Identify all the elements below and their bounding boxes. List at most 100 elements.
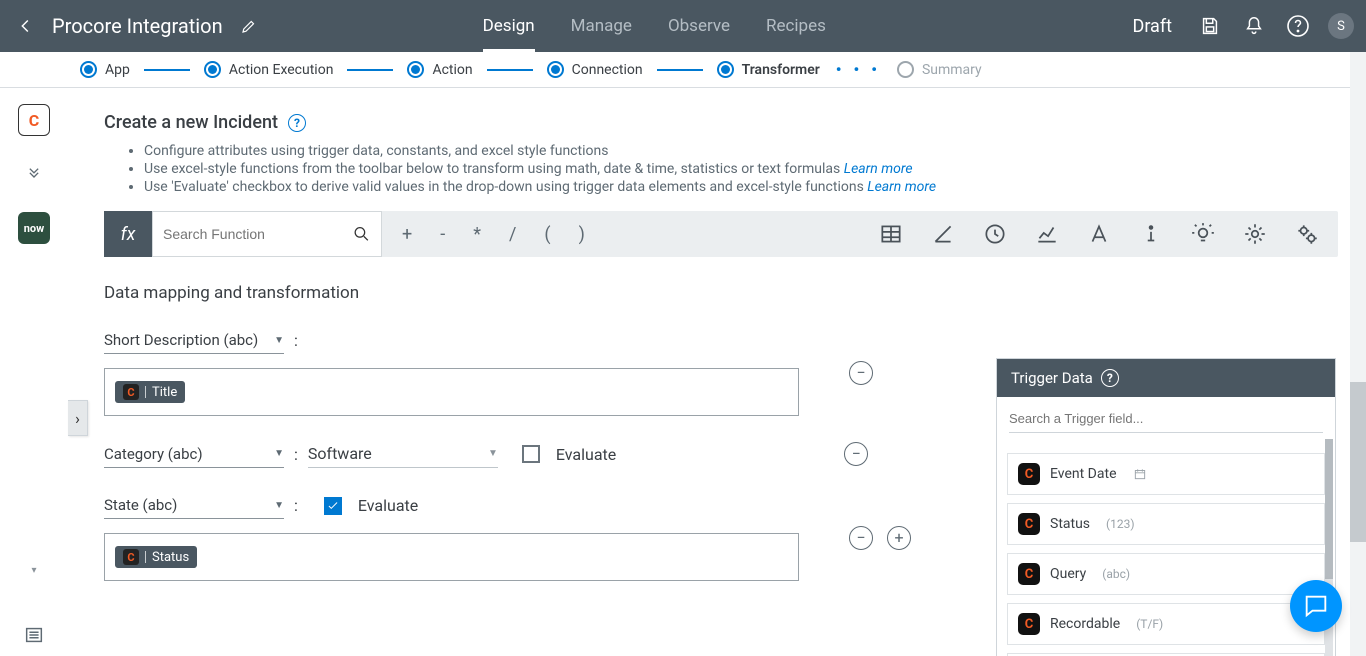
fx-search-input[interactable] [163,226,344,242]
gears-tool-icon[interactable] [1294,221,1320,247]
fx-icon[interactable]: fx [104,211,152,257]
value-select-category[interactable]: Software ▼ [308,440,498,468]
trigger-app-icon: C [1018,613,1040,635]
rail-app-procore-label: C [29,111,39,130]
trigger-scrollbar-thumb[interactable] [1325,439,1333,579]
evaluate-checkbox[interactable] [522,445,540,463]
bullet-text: Use 'Evaluate' checkbox to derive valid … [144,179,864,195]
table-tool-icon[interactable] [878,221,904,247]
wizard-step-action[interactable]: Action [407,61,472,78]
wizard-connector [347,69,393,71]
trigger-item-label: Query [1050,566,1086,582]
step-dot-icon [204,61,221,78]
rail-expand-icon[interactable] [24,162,44,186]
field-label-short-description-text: Short Description (abc) [104,331,258,349]
content: Create a new Incident ? Configure attrib… [68,88,1366,656]
rail-app-procore-icon[interactable]: C [18,104,50,136]
learn-more-link[interactable]: Learn more [844,161,913,177]
collapse-rail-toggle[interactable]: › [68,400,88,436]
clock-tool-icon[interactable] [982,221,1008,247]
trigger-item-status[interactable]: C Status (123) [1007,503,1325,545]
trigger-help-icon[interactable]: ? [1101,369,1119,387]
bullet-item: Use 'Evaluate' checkbox to derive valid … [144,179,1338,195]
edit-title-icon[interactable] [235,12,263,40]
remove-row-button[interactable]: − [844,442,868,466]
op-plus[interactable]: + [402,224,412,245]
wizard-step-connection[interactable]: Connection [547,61,643,78]
pill-status-label: Status [152,550,189,565]
remove-row-button[interactable]: − [849,361,873,385]
pill-title-label: Title [152,385,177,400]
pill-app-icon: C [123,549,139,565]
rail-collapse-down-icon[interactable]: ▾ [31,565,36,576]
mapping-row-3: State (abc) ▼ : Evaluate [104,492,799,519]
avatar[interactable]: S [1328,13,1354,39]
tab-design[interactable]: Design [483,0,535,52]
wizard-step-transformer[interactable]: Transformer [717,61,820,78]
search-icon[interactable] [352,224,371,244]
info-tool-icon[interactable] [1138,221,1164,247]
help-icon[interactable] [1284,12,1312,40]
page-title: Procore Integration [52,14,223,38]
trigger-data-panel: Trigger Data ? C Event Date C Status (12… [996,358,1336,656]
save-icon[interactable] [1196,12,1224,40]
mapping-input-1[interactable]: CTitle [104,368,799,416]
linechart-tool-icon[interactable] [1034,221,1060,247]
op-rparen[interactable]: ) [579,224,585,245]
gear-sync-tool-icon[interactable] [1242,221,1268,247]
heading-help-icon[interactable]: ? [288,114,306,132]
nav-tabs: Design Manage Observe Recipes [483,0,826,52]
fx-search [152,211,382,257]
op-lparen[interactable]: ( [544,224,550,245]
evaluate-label: Evaluate [556,445,616,464]
add-row-button[interactable]: + [887,526,911,550]
trigger-item-recordable[interactable]: C Recordable (T/F) [1007,603,1325,645]
tab-manage[interactable]: Manage [571,0,632,52]
field-label-state[interactable]: State (abc) ▼ [104,492,284,519]
step-dot-icon [407,61,424,78]
field-label-short-description[interactable]: Short Description (abc) ▼ [104,327,284,354]
wizard-step-action-execution[interactable]: Action Execution [204,61,334,78]
step-dot-icon [80,61,97,78]
op-minus[interactable]: - [440,224,445,245]
wizard-step-app-label: App [105,62,130,78]
calendar-icon [1133,467,1147,481]
trigger-app-icon: C [1018,563,1040,585]
evaluate-checkbox[interactable] [324,497,342,515]
lightbulb-tool-icon[interactable] [1190,221,1216,247]
field-label-category[interactable]: Category (abc) ▼ [104,441,284,468]
chevron-down-icon: ▼ [274,500,284,511]
bell-icon[interactable] [1240,12,1268,40]
wizard-step-app[interactable]: App [80,61,130,78]
wizard-steps: App Action Execution Action Connection T… [0,52,1366,88]
topbar-left: Procore Integration [12,12,263,40]
rail-list-icon[interactable] [0,624,68,646]
remove-row-button[interactable]: − [849,526,873,550]
page-scrollbar-thumb[interactable] [1350,382,1366,542]
pill-status[interactable]: C Status [115,546,197,568]
rail-app-servicenow-icon[interactable]: now [18,212,50,244]
trigger-item-event-date[interactable]: C Event Date [1007,453,1325,495]
wizard-step-summary[interactable]: Summary [897,61,982,78]
trigger-list: C Event Date C Status (123) C Query (abc… [997,441,1335,656]
pill-title[interactable]: CTitle [115,381,185,403]
trigger-item-label: Status [1050,516,1090,532]
learn-more-link[interactable]: Learn more [867,179,936,195]
row-2-actions: − [844,442,868,466]
mapping-row-1: Short Description (abc) ▼ : [104,327,799,354]
mapping-input-3[interactable]: C Status [104,533,799,581]
trigger-app-icon: C [1018,463,1040,485]
back-arrow-icon[interactable] [12,12,40,40]
op-div[interactable]: / [509,224,516,245]
angle-tool-icon[interactable] [930,221,956,247]
trigger-item-query[interactable]: C Query (abc) [1007,553,1325,595]
trigger-search-input[interactable] [1009,405,1323,433]
op-mult[interactable]: * [473,224,481,245]
colon: : [292,331,300,350]
tab-recipes[interactable]: Recipes [766,0,826,52]
fx-toolbar: fx + - * / ( ) [104,211,1338,257]
text-tool-icon[interactable] [1086,221,1112,247]
chat-launcher[interactable] [1290,580,1342,632]
field-label-state-text: State (abc) [104,496,177,514]
tab-observe[interactable]: Observe [668,0,730,52]
